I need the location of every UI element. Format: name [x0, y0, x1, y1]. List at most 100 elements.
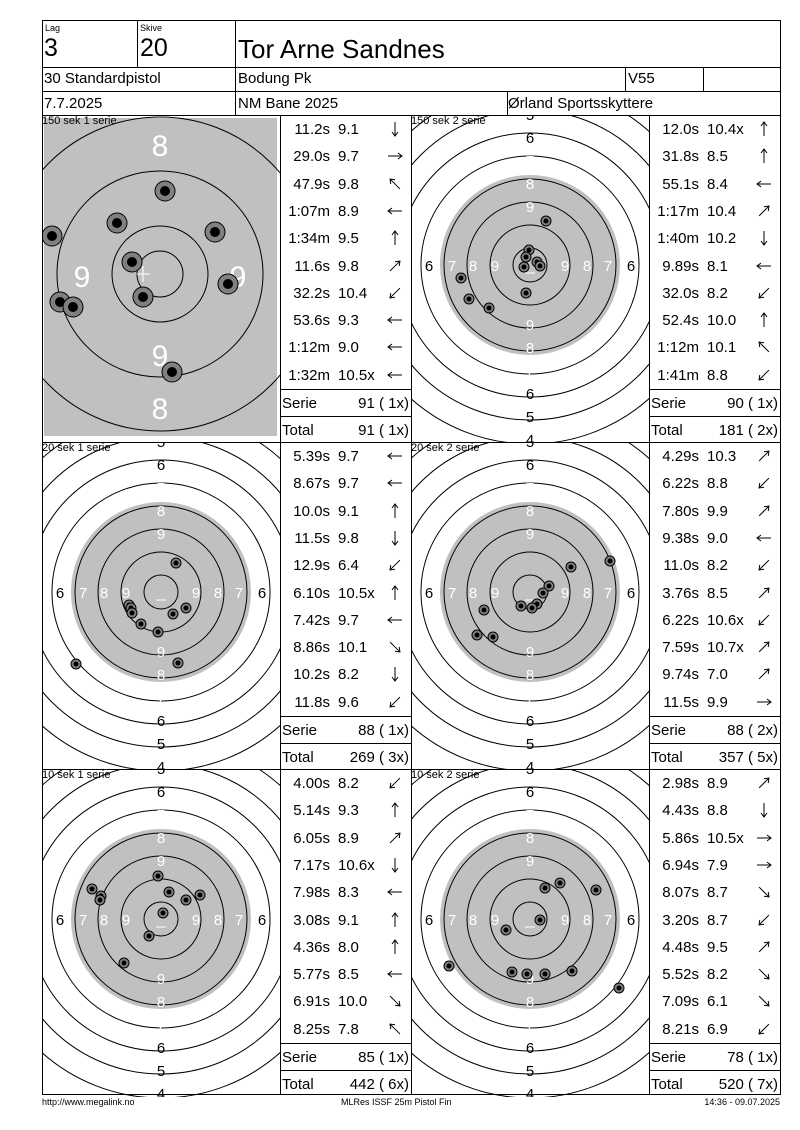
shot-direction: [755, 257, 773, 275]
direction-arrow-icon: [389, 641, 401, 653]
shot-row: 8.86s 10.1: [280, 634, 411, 661]
ring-number: 8: [152, 130, 169, 163]
serie-row: Serie 88 ( 2x): [649, 716, 780, 744]
rule: [280, 115, 281, 1094]
shot-row: 55.1s 8.4: [649, 171, 780, 198]
shot-row: 11.5s 9.8: [280, 525, 411, 552]
ring-number: 9: [192, 912, 200, 929]
total-value: 269 ( 3x): [349, 749, 409, 766]
shot-time: 9.74s: [662, 666, 699, 684]
total-row: Total 181 ( 2x): [649, 416, 780, 444]
target-diagram: 45678998765467899876: [42, 443, 280, 770]
shot-direction: [386, 856, 404, 874]
direction-arrow-icon: [758, 287, 770, 299]
direction-arrow-icon: [756, 262, 771, 269]
total-label: Total: [651, 422, 683, 439]
shot-score: 9.9: [707, 693, 728, 711]
header: Lag 3 Skive 20 Tor Arne Sandnes 30 Stand…: [42, 20, 780, 115]
shot-time: 6.91s: [293, 993, 330, 1011]
shot-direction: [755, 502, 773, 520]
ring-number: 8: [469, 258, 477, 275]
ring-number: 4: [526, 759, 534, 770]
ring-number: 7: [79, 912, 87, 929]
shot-score: 8.0: [338, 938, 359, 956]
direction-arrow-icon: [389, 1023, 401, 1034]
shot-score: 8.9: [338, 202, 359, 220]
shot-time: 9.89s: [662, 257, 699, 275]
shot-score: 10.0: [707, 312, 737, 330]
shot-row: 5.86s 10.5x: [649, 825, 780, 852]
shot-time: 1:07m: [288, 202, 330, 220]
shot-direction: [386, 284, 404, 302]
ring-number: 7: [526, 1017, 534, 1034]
rule: [42, 1094, 780, 1095]
shot-row: 11.8s 9.6: [280, 689, 411, 716]
ring-number: 9: [561, 258, 569, 275]
ring-number: 8: [157, 503, 165, 520]
shot-score: 10.6x: [707, 611, 744, 629]
shot-score: 9.8: [338, 529, 359, 547]
shot-direction: [386, 257, 404, 275]
ring-number: 9: [157, 644, 165, 661]
shot-time: 47.9s: [293, 175, 330, 193]
rule: [649, 115, 650, 1094]
ring-number: 5: [157, 736, 165, 753]
shot-score: 9.0: [338, 339, 359, 357]
direction-arrow-icon: [758, 777, 770, 789]
series-title: 150 sek 2 serie: [411, 116, 486, 127]
shot-score: 8.7: [707, 884, 728, 902]
organizer-name: Ørland Sportsskyttere: [508, 95, 654, 112]
shot-direction: [386, 883, 404, 901]
shot-time: 3.20s: [662, 911, 699, 929]
shot-time: 5.52s: [662, 966, 699, 984]
ring-number: 9: [152, 340, 169, 373]
target-diagram: 45678998765467899876: [42, 770, 280, 1097]
target-diagram: 45678998765467899876: [411, 443, 649, 770]
ring-number: 7: [448, 912, 456, 929]
ring-number: 7: [526, 480, 534, 497]
ring-number: 6: [425, 585, 433, 602]
shot-direction: [386, 366, 404, 384]
shot-list: 2.98s 8.9 4.43s 8.8 5.86s 10.5x 6.94s 7.9 8.07s 8…: [649, 770, 780, 1097]
shot-score: 9.5: [338, 230, 359, 248]
shot-time: 53.6s: [293, 312, 330, 330]
target-diagram: 45678998765467899876: [411, 116, 649, 443]
shot-direction: [755, 338, 773, 356]
shot-direction: [755, 147, 773, 165]
shot-row: 1:17m 10.4: [649, 198, 780, 225]
direction-arrow-icon: [758, 505, 770, 516]
shot-score: 10.4: [338, 284, 368, 302]
ring-number: 7: [79, 585, 87, 602]
ring-number: 6: [526, 457, 534, 474]
shot-score: 8.8: [707, 802, 728, 820]
shot-direction: [755, 856, 773, 874]
direction-arrow-icon: [757, 834, 772, 841]
shot-time: 5.77s: [293, 966, 330, 984]
shot-direction: [386, 338, 404, 356]
serie-value: 88 ( 1x): [358, 722, 409, 739]
shot-row: 1:12m 10.1: [649, 334, 780, 361]
direction-arrow-icon: [391, 802, 399, 818]
shot-row: 9.38s 9.0: [649, 525, 780, 552]
shot-list: 11.2s 9.1 29.0s 9.7 47.9s 9.8 1:07m 8.9 1:34m 9.5…: [280, 116, 411, 443]
shot-list: 4.00s 8.2 5.14s 9.3 6.05s 8.9 7.17s 10.6x 7.98s 8…: [280, 770, 411, 1097]
shot-score: 10.4: [707, 202, 737, 220]
ring-number: 8: [526, 340, 534, 357]
footer-left[interactable]: http://www.megalink.no: [42, 1097, 135, 1107]
ring-number: 8: [526, 994, 534, 1011]
shot-direction: [755, 992, 773, 1010]
shot-score: 8.7: [707, 911, 728, 929]
direction-arrow-icon: [757, 861, 772, 869]
shot-score: 8.2: [707, 284, 728, 302]
ring-number: 9: [526, 317, 534, 334]
total-label: Total: [282, 422, 314, 439]
lag-value: 3: [44, 34, 58, 62]
ring-number: 7: [526, 363, 534, 380]
shot-row: 32.0s 8.2: [649, 280, 780, 307]
ring-number: 9: [192, 585, 200, 602]
shot-time: 4.36s: [293, 938, 330, 956]
ring-number: 8: [157, 667, 165, 684]
shot-time: 7.98s: [293, 884, 330, 902]
ring-number: 8: [100, 585, 108, 602]
competition-name: NM Bane 2025: [238, 95, 339, 112]
